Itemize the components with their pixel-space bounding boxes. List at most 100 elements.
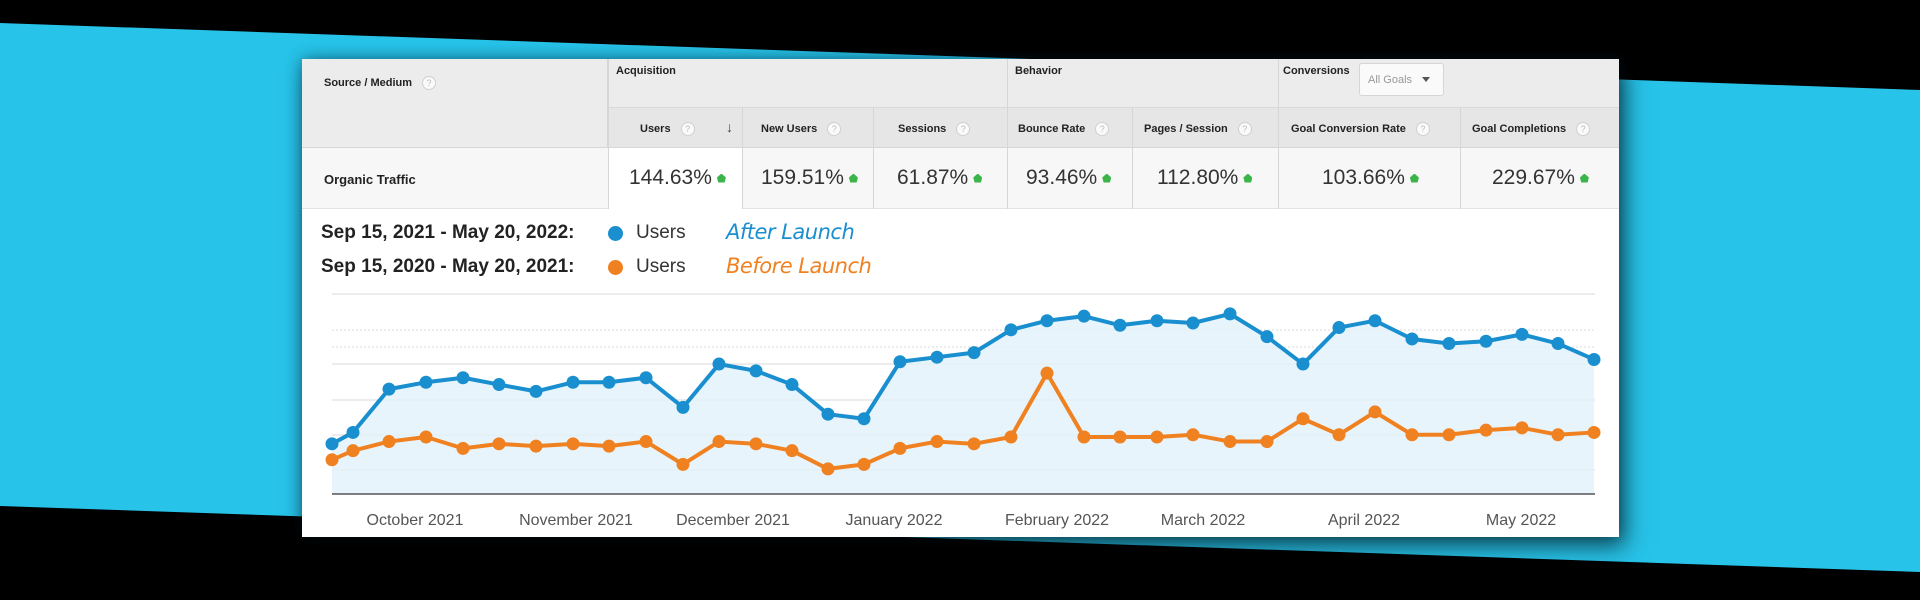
after-launch-series-point[interactable] (967, 346, 981, 360)
before-launch-series-point[interactable] (893, 441, 907, 455)
after-launch-series-point[interactable] (639, 371, 653, 385)
row-label-organic-traffic[interactable]: Organic Traffic (324, 172, 416, 187)
before-launch-series-point[interactable] (1004, 430, 1018, 444)
after-launch-series-point[interactable] (1077, 309, 1091, 323)
before-launch-series-point[interactable] (1150, 430, 1164, 444)
after-launch-series-point[interactable] (893, 355, 907, 369)
after-launch-series-point[interactable] (346, 425, 360, 439)
column-header-pages-per-session[interactable]: Pages / Session ? (1144, 122, 1252, 136)
before-launch-series-point[interactable] (785, 444, 799, 458)
before-launch-series-point[interactable] (1296, 412, 1310, 426)
after-launch-series-point[interactable] (1223, 307, 1237, 321)
help-icon[interactable]: ? (1576, 122, 1591, 136)
after-launch-series-point[interactable] (930, 350, 944, 364)
after-launch-series-point[interactable] (1515, 327, 1529, 341)
before-launch-series-point[interactable] (325, 453, 339, 467)
help-icon[interactable]: ? (827, 122, 842, 136)
after-launch-series-point[interactable] (1551, 337, 1565, 351)
after-launch-series-point[interactable] (1479, 334, 1493, 348)
before-launch-series-point[interactable] (456, 441, 470, 455)
after-launch-series-point[interactable] (1040, 314, 1054, 328)
help-icon[interactable]: ? (422, 76, 437, 90)
after-launch-series-point[interactable] (676, 400, 690, 414)
before-launch-series-point[interactable] (1442, 428, 1456, 442)
column-label: Users (640, 123, 671, 135)
before-launch-series-point[interactable] (1368, 405, 1382, 419)
after-launch-series-point[interactable] (1332, 321, 1346, 335)
before-launch-series-point[interactable] (1260, 435, 1274, 449)
before-launch-series-point[interactable] (1186, 428, 1200, 442)
after-launch-series-point[interactable] (456, 371, 470, 385)
before-launch-series-point[interactable] (1405, 428, 1419, 442)
before-launch-series-point[interactable] (492, 437, 506, 451)
before-launch-series-point[interactable] (712, 435, 726, 449)
after-launch-series-point[interactable] (1442, 337, 1456, 351)
value-text: 112.80% (1157, 166, 1239, 189)
goals-dropdown[interactable]: All Goals (1359, 63, 1444, 96)
before-launch-series-point[interactable] (857, 457, 871, 471)
before-launch-series-point[interactable] (930, 435, 944, 449)
legend-date-range-after: Sep 15, 2021 - May 20, 2022: (321, 222, 575, 243)
before-launch-series-point[interactable] (1587, 425, 1601, 439)
before-launch-series-point[interactable] (529, 439, 543, 453)
after-launch-series-point[interactable] (1405, 332, 1419, 346)
before-launch-series-point[interactable] (821, 462, 835, 476)
after-launch-series-point[interactable] (749, 364, 763, 378)
after-launch-series-point[interactable] (1368, 314, 1382, 328)
after-launch-series-point[interactable] (1186, 316, 1200, 330)
column-header-sessions[interactable]: Sessions ? (898, 122, 971, 136)
help-icon[interactable]: ? (1237, 122, 1252, 136)
before-launch-series-point[interactable] (602, 439, 616, 453)
before-launch-series-point[interactable] (382, 435, 396, 449)
before-launch-series-point[interactable] (1077, 430, 1091, 444)
after-launch-series-point[interactable] (857, 412, 871, 426)
help-icon[interactable]: ? (956, 122, 971, 136)
column-header-users[interactable]: Users ? (640, 122, 695, 136)
before-launch-series-point[interactable] (419, 430, 433, 444)
before-launch-series-point[interactable] (1113, 430, 1127, 444)
before-launch-series-point[interactable] (1332, 428, 1346, 442)
after-launch-series-point[interactable] (1113, 318, 1127, 332)
sort-descending-icon[interactable]: ↓ (726, 119, 733, 135)
after-launch-series-point[interactable] (712, 357, 726, 371)
after-launch-series-point[interactable] (602, 375, 616, 389)
help-icon[interactable]: ? (1415, 122, 1430, 136)
help-icon[interactable]: ? (680, 122, 695, 136)
before-launch-series-point[interactable] (566, 437, 580, 451)
after-launch-series-point[interactable] (821, 407, 835, 421)
column-header-goal-conversion-rate[interactable]: Goal Conversion Rate ? (1291, 122, 1430, 136)
up-arrow-icon (716, 173, 726, 183)
before-launch-series-point[interactable] (676, 457, 690, 471)
before-launch-series-point[interactable] (1040, 366, 1054, 380)
after-launch-series-point[interactable] (529, 384, 543, 398)
after-launch-series-point[interactable] (1260, 330, 1274, 344)
after-launch-series-point[interactable] (1296, 357, 1310, 371)
source-header-cell[interactable] (302, 59, 608, 148)
before-launch-series-point[interactable] (967, 437, 981, 451)
after-launch-series-point[interactable] (325, 437, 339, 451)
up-arrow-icon (848, 173, 858, 183)
before-launch-series-point[interactable] (346, 444, 360, 458)
after-launch-series-point[interactable] (419, 375, 433, 389)
after-launch-series-point[interactable] (785, 378, 799, 392)
column-header-bounce-rate[interactable]: Bounce Rate ? (1018, 122, 1110, 136)
help-icon[interactable]: ? (1095, 122, 1110, 136)
before-launch-series-point[interactable] (639, 435, 653, 449)
before-launch-series-point[interactable] (1223, 435, 1237, 449)
before-launch-series-point[interactable] (1551, 428, 1565, 442)
after-launch-series-point[interactable] (492, 378, 506, 392)
after-launch-series-point[interactable] (1004, 323, 1018, 337)
column-header-goal-completions[interactable]: Goal Completions ? (1472, 122, 1591, 136)
before-launch-series-point[interactable] (749, 437, 763, 451)
before-launch-series-point[interactable] (1515, 421, 1529, 435)
users-line-chart[interactable] (302, 59, 1619, 537)
after-launch-series-point[interactable] (566, 375, 580, 389)
source-medium-header[interactable]: Source / Medium ? (324, 76, 437, 90)
before-launch-series-point[interactable] (1479, 423, 1493, 437)
behavior-group-label: Behavior (1015, 65, 1063, 77)
after-launch-series-point[interactable] (382, 382, 396, 396)
column-label: New Users (761, 123, 818, 135)
after-launch-series-point[interactable] (1150, 314, 1164, 328)
after-launch-series-point[interactable] (1587, 352, 1601, 366)
column-header-new-users[interactable]: New Users ? (761, 122, 842, 136)
